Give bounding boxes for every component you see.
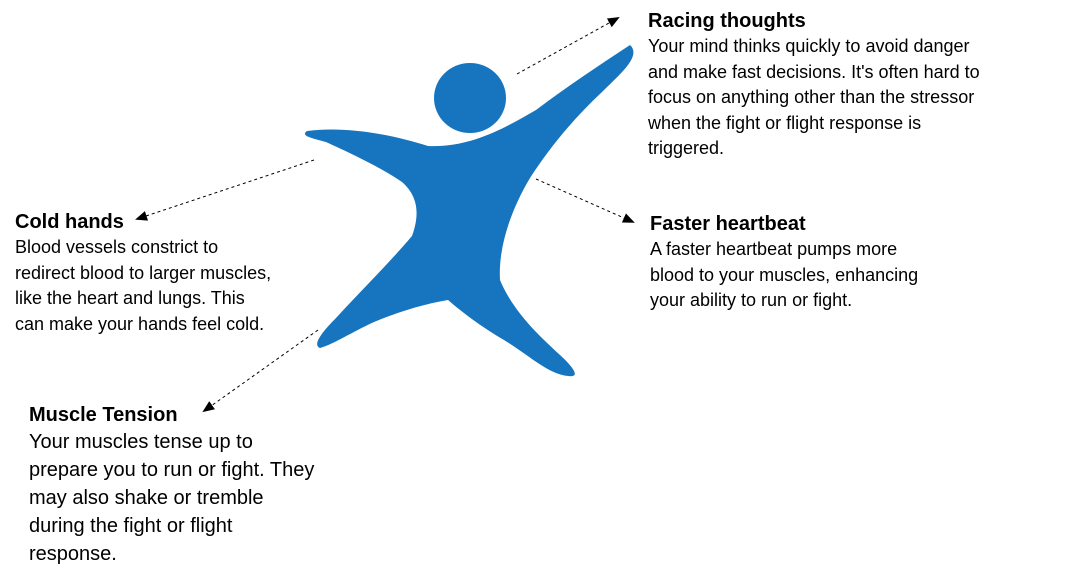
callout-title: Muscle Tension bbox=[29, 404, 178, 426]
callout-title: Racing thoughts bbox=[648, 10, 806, 32]
connector-arrow-faster-heartbeat bbox=[535, 178, 635, 223]
human-figure-icon bbox=[304, 45, 634, 377]
callout-body: Your mind thinks quickly to avoid danger… bbox=[648, 36, 980, 158]
callout-cold-hands: Cold hands Blood vessels constrict to re… bbox=[15, 210, 335, 337]
callout-racing-thoughts: Racing thoughts Your mind thinks quickly… bbox=[648, 9, 1048, 162]
figure-body bbox=[304, 45, 634, 377]
connector-arrow-muscle-tension bbox=[202, 329, 319, 413]
callout-faster-heartbeat: Faster heartbeat A faster heartbeat pump… bbox=[650, 212, 1050, 314]
callout-title: Cold hands bbox=[15, 211, 124, 233]
callout-body: Blood vessels constrict to redirect bloo… bbox=[15, 237, 272, 334]
connector-arrow-racing-thoughts bbox=[516, 17, 620, 75]
callout-title: Faster heartbeat bbox=[650, 213, 806, 235]
callout-muscle-tension: Muscle Tension Your muscles tense up to … bbox=[29, 403, 389, 568]
figure-head bbox=[434, 63, 506, 133]
callout-body: Your muscles tense up to prepare you to … bbox=[29, 431, 315, 565]
callout-body: A faster heartbeat pumps more blood to y… bbox=[650, 239, 919, 310]
connector-arrow-cold-hands bbox=[135, 159, 315, 221]
